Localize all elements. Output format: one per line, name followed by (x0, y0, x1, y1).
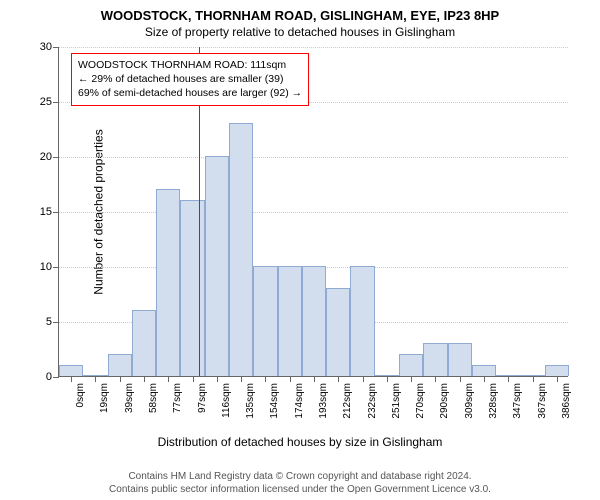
x-tick (557, 377, 558, 382)
x-tick-label: 58sqm (148, 383, 159, 413)
chart-subtitle: Size of property relative to detached ho… (12, 25, 588, 39)
bar (496, 375, 520, 376)
y-tick (53, 267, 59, 268)
y-tick (53, 157, 59, 158)
x-tick-label: 154sqm (269, 383, 280, 419)
chart-container: WOODSTOCK, THORNHAM ROAD, GISLINGHAM, EY… (0, 0, 600, 500)
x-tick (193, 377, 194, 382)
y-tick-label: 20 (22, 151, 52, 163)
x-tick-label: 39sqm (124, 383, 135, 413)
x-tick (144, 377, 145, 382)
x-tick (241, 377, 242, 382)
x-tick-label: 367sqm (537, 383, 548, 419)
chart-title: WOODSTOCK, THORNHAM ROAD, GISLINGHAM, EY… (12, 8, 588, 23)
y-tick-label: 15 (22, 206, 52, 218)
x-tick-label: 251sqm (391, 383, 402, 419)
x-tick (435, 377, 436, 382)
annotation-line: ← 29% of detached houses are smaller (39… (78, 72, 302, 86)
bar (132, 310, 156, 376)
bar (205, 156, 229, 376)
chart-area: Number of detached properties 0sqm19sqm3… (58, 47, 568, 377)
y-tick-label: 0 (22, 371, 52, 383)
bar (350, 266, 374, 376)
x-tick (314, 377, 315, 382)
bar (180, 200, 204, 376)
x-tick-label: 116sqm (221, 383, 232, 418)
x-tick (290, 377, 291, 382)
x-tick (338, 377, 339, 382)
bar (229, 123, 253, 376)
y-tick-label: 5 (22, 316, 52, 328)
bar (302, 266, 326, 376)
bar (423, 343, 447, 376)
x-tick (533, 377, 534, 382)
bar (520, 375, 544, 376)
x-tick (484, 377, 485, 382)
bar (278, 266, 302, 376)
x-tick (411, 377, 412, 382)
x-tick (95, 377, 96, 382)
x-tick-label: 97sqm (197, 383, 208, 413)
x-tick-label: 174sqm (294, 383, 305, 419)
x-tick (71, 377, 72, 382)
bar (326, 288, 350, 376)
bar (156, 189, 180, 376)
x-tick-label: 212sqm (342, 383, 353, 419)
y-tick-label: 10 (22, 261, 52, 273)
y-tick (53, 212, 59, 213)
bar (108, 354, 132, 376)
x-tick (460, 377, 461, 382)
x-tick-label: 0sqm (75, 383, 86, 407)
x-tick (120, 377, 121, 382)
x-tick (265, 377, 266, 382)
gridline (59, 157, 568, 158)
x-tick (217, 377, 218, 382)
bar (545, 365, 569, 376)
bar (375, 375, 399, 376)
x-axis-label: Distribution of detached houses by size … (12, 435, 588, 449)
x-tick-label: 135sqm (245, 383, 256, 419)
bar (399, 354, 423, 376)
y-tick (53, 322, 59, 323)
x-tick-label: 77sqm (172, 383, 183, 413)
y-tick-label: 25 (22, 96, 52, 108)
bar (472, 365, 496, 376)
annotation-line: WOODSTOCK THORNHAM ROAD: 111sqm (78, 58, 302, 72)
annotation-line: 69% of semi-detached houses are larger (… (78, 86, 302, 100)
x-tick (168, 377, 169, 382)
y-tick (53, 377, 59, 378)
plot-region: 0sqm19sqm39sqm58sqm77sqm97sqm116sqm135sq… (58, 47, 568, 377)
bar (253, 266, 277, 376)
bar (83, 375, 107, 376)
x-tick-label: 193sqm (318, 383, 329, 419)
x-tick-label: 386sqm (561, 383, 572, 419)
bar (448, 343, 472, 376)
x-tick-label: 309sqm (464, 383, 475, 419)
x-tick-label: 19sqm (99, 383, 110, 413)
y-tick-label: 30 (22, 41, 52, 53)
x-tick-label: 328sqm (488, 383, 499, 419)
annotation-box: WOODSTOCK THORNHAM ROAD: 111sqm← 29% of … (71, 53, 309, 106)
x-tick-label: 232sqm (367, 383, 378, 419)
gridline (59, 212, 568, 213)
y-tick (53, 47, 59, 48)
footer-line-1: Contains HM Land Registry data © Crown c… (12, 470, 588, 483)
y-tick (53, 102, 59, 103)
x-tick (508, 377, 509, 382)
footer-attribution: Contains HM Land Registry data © Crown c… (12, 470, 588, 496)
gridline (59, 47, 568, 48)
footer-line-2: Contains public sector information licen… (12, 483, 588, 496)
bar (59, 365, 83, 376)
x-tick-label: 347sqm (512, 383, 523, 419)
x-tick-label: 270sqm (415, 383, 426, 419)
x-tick-label: 290sqm (439, 383, 450, 419)
x-tick (363, 377, 364, 382)
x-tick (387, 377, 388, 382)
